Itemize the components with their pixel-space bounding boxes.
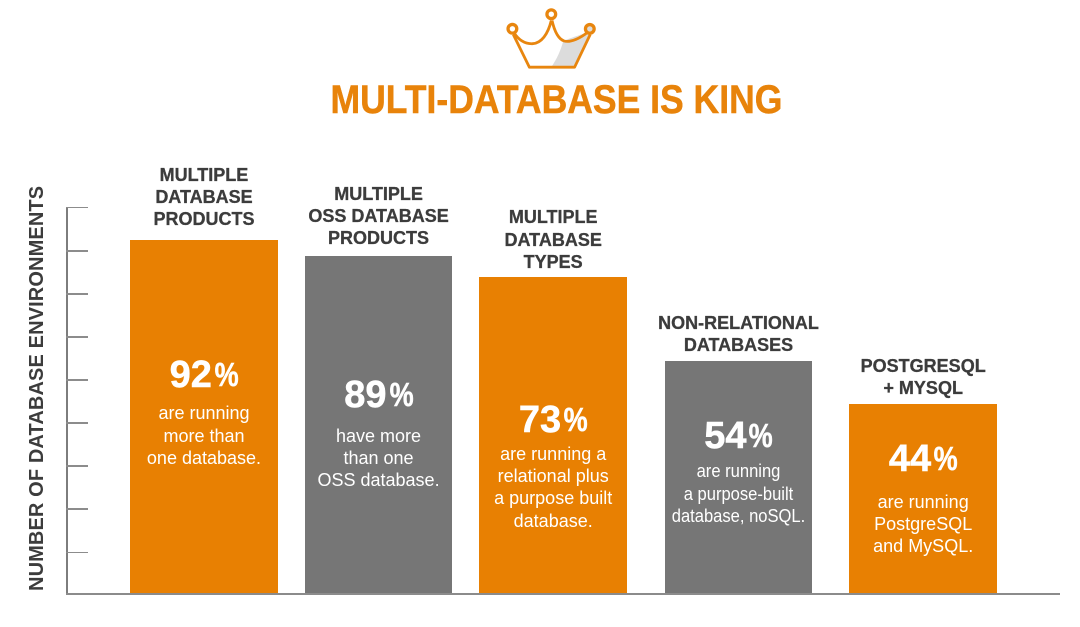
svg-text:NUMBER OF DATABASE ENVIRONMENT: NUMBER OF DATABASE ENVIRONMENTS: [26, 186, 48, 591]
